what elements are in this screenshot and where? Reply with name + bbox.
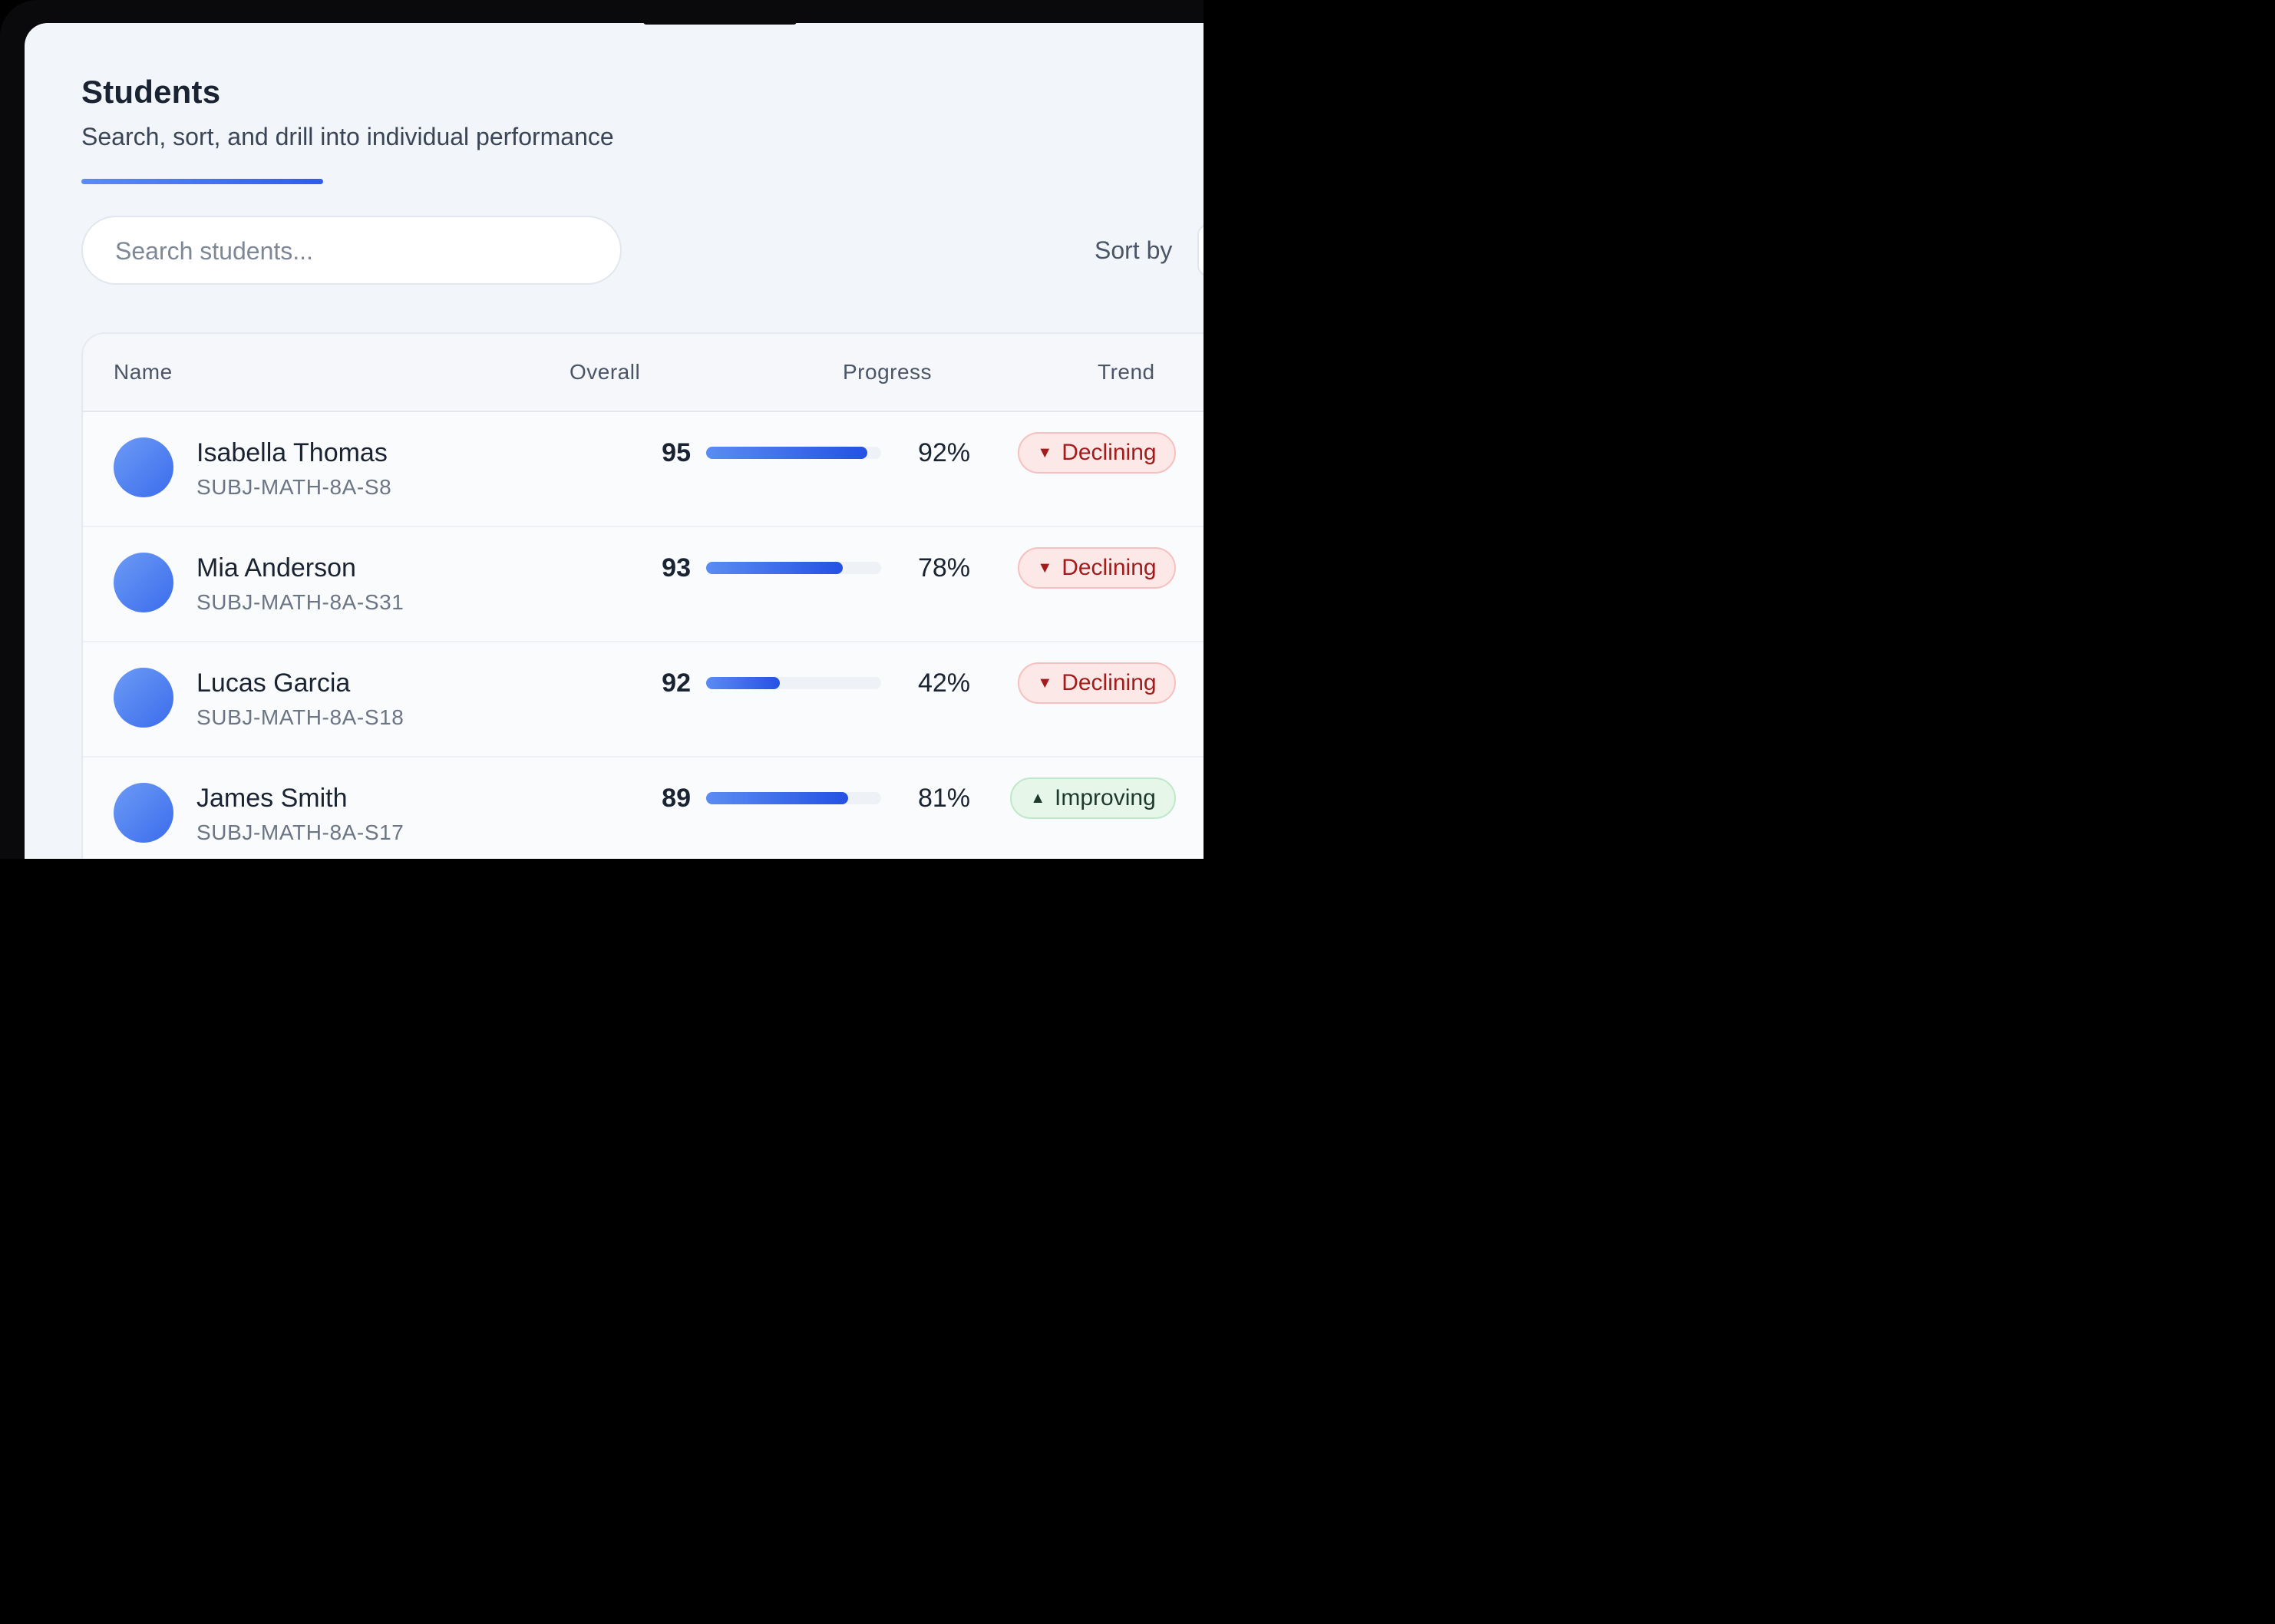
avatar bbox=[114, 553, 173, 612]
student-id: SUBJ-MATH-8A-S18 bbox=[196, 705, 404, 729]
overall-score: 93 bbox=[662, 553, 691, 583]
progress-bar bbox=[706, 677, 881, 689]
student-name[interactable]: James Smith bbox=[196, 784, 348, 813]
progress-percent: 92% bbox=[917, 438, 970, 467]
trend-badge: ▼ Declining bbox=[1018, 547, 1176, 589]
progress-bar-fill bbox=[706, 677, 780, 689]
progress-percent: 81% bbox=[917, 784, 970, 813]
student-name[interactable]: Isabella Thomas bbox=[196, 438, 388, 467]
title-accent-bar bbox=[81, 179, 323, 184]
table-row[interactable]: Lucas Garcia SUBJ-MATH-8A-S18 92 42% ▼ D… bbox=[83, 641, 1204, 758]
column-header-overall[interactable]: Overall bbox=[570, 360, 641, 384]
progress-percent: 42% bbox=[917, 668, 970, 698]
trend-label: Improving bbox=[1055, 785, 1156, 810]
avatar bbox=[114, 668, 173, 728]
progress-bar-fill bbox=[706, 792, 848, 804]
trend-badge: ▼ Declining bbox=[1018, 662, 1176, 704]
trend-label: Declining bbox=[1062, 555, 1157, 580]
triangle-down-icon: ▼ bbox=[1037, 444, 1053, 461]
table-row[interactable]: Isabella Thomas SUBJ-MATH-8A-S8 95 92% ▼… bbox=[83, 411, 1204, 527]
column-header-name[interactable]: Name bbox=[114, 360, 173, 384]
sort-label: Sort by bbox=[1095, 236, 1173, 264]
student-id: SUBJ-MATH-8A-S31 bbox=[196, 590, 404, 614]
triangle-up-icon: ▲ bbox=[1030, 789, 1046, 807]
page-title: Students bbox=[81, 74, 221, 110]
avatar bbox=[114, 783, 173, 843]
search-input[interactable] bbox=[114, 217, 593, 285]
progress-bar-fill bbox=[706, 447, 867, 459]
progress-bar bbox=[706, 447, 881, 459]
table-header: Name Overall Progress Trend bbox=[83, 334, 1204, 412]
students-table: Name Overall Progress Trend Isabella Tho… bbox=[81, 332, 1204, 859]
trend-label: Declining bbox=[1062, 440, 1157, 465]
search-box bbox=[81, 216, 622, 285]
device-frame: Students Search, sort, and drill into in… bbox=[0, 0, 1204, 859]
progress-bar-fill bbox=[706, 562, 843, 574]
student-name[interactable]: Mia Anderson bbox=[196, 553, 356, 583]
column-header-trend[interactable]: Trend bbox=[1098, 360, 1155, 384]
page-subtitle: Search, sort, and drill into individual … bbox=[81, 123, 614, 150]
triangle-down-icon: ▼ bbox=[1037, 674, 1053, 692]
progress-percent: 78% bbox=[917, 553, 970, 583]
overall-score: 95 bbox=[662, 438, 691, 467]
progress-bar bbox=[706, 562, 881, 574]
avatar bbox=[114, 437, 173, 497]
column-header-progress[interactable]: Progress bbox=[843, 360, 933, 384]
student-id: SUBJ-MATH-8A-S17 bbox=[196, 820, 404, 844]
overall-score: 89 bbox=[662, 784, 691, 813]
table-row[interactable]: James Smith SUBJ-MATH-8A-S17 89 81% ▲ Im… bbox=[83, 756, 1204, 859]
student-id: SUBJ-MATH-8A-S8 bbox=[196, 475, 392, 499]
app-screen: Students Search, sort, and drill into in… bbox=[25, 23, 1204, 859]
progress-bar bbox=[706, 792, 881, 804]
trend-label: Declining bbox=[1062, 670, 1157, 695]
overall-score: 92 bbox=[662, 668, 691, 698]
table-row[interactable]: Mia Anderson SUBJ-MATH-8A-S31 93 78% ▼ D… bbox=[83, 526, 1204, 642]
sort-select[interactable] bbox=[1197, 224, 1204, 276]
camera-notch bbox=[643, 21, 797, 25]
student-name[interactable]: Lucas Garcia bbox=[196, 668, 351, 698]
triangle-down-icon: ▼ bbox=[1037, 559, 1053, 576]
trend-badge: ▼ Declining bbox=[1018, 432, 1176, 474]
trend-badge: ▲ Improving bbox=[1010, 777, 1176, 819]
